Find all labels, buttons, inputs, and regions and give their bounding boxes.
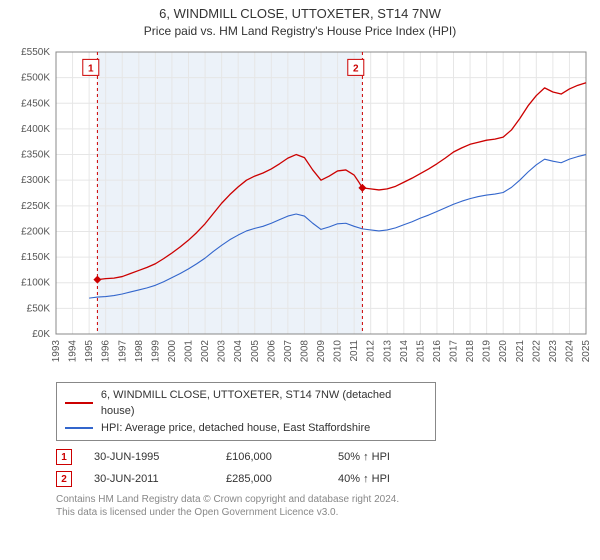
- svg-text:£150K: £150K: [21, 252, 50, 263]
- svg-text:2007: 2007: [283, 339, 294, 362]
- svg-text:2010: 2010: [333, 339, 344, 362]
- svg-text:2014: 2014: [399, 339, 410, 362]
- svg-text:£100K: £100K: [21, 277, 50, 288]
- svg-text:1: 1: [88, 63, 94, 74]
- svg-text:2023: 2023: [548, 339, 559, 362]
- svg-text:2019: 2019: [482, 339, 493, 362]
- svg-text:2016: 2016: [432, 339, 443, 362]
- sale-date: 30-JUN-1995: [94, 451, 204, 463]
- legend-label: HPI: Average price, detached house, East…: [101, 420, 370, 437]
- svg-text:2024: 2024: [564, 339, 575, 362]
- chart-container: 6, WINDMILL CLOSE, UTTOXETER, ST14 7NW P…: [0, 0, 600, 560]
- chart-area: £0K £50K £100K £150K £200K £250K £300K £350K £40…: [10, 44, 590, 374]
- legend-swatch: [65, 402, 93, 404]
- svg-text:2001: 2001: [184, 339, 195, 362]
- svg-text:£200K: £200K: [21, 226, 50, 237]
- sale-marker-badge: 2: [56, 471, 72, 487]
- sale-marker-row: 2 30-JUN-2011 £285,000 40% ↑ HPI: [56, 471, 590, 487]
- svg-text:1999: 1999: [150, 339, 161, 362]
- legend-row: HPI: Average price, detached house, East…: [65, 420, 427, 437]
- svg-text:2011: 2011: [349, 339, 360, 361]
- svg-text:2013: 2013: [382, 339, 393, 362]
- svg-text:2003: 2003: [217, 339, 228, 362]
- svg-text:2006: 2006: [266, 339, 277, 362]
- svg-text:1995: 1995: [84, 339, 95, 362]
- footer-line: This data is licensed under the Open Gov…: [56, 506, 590, 519]
- legend-swatch: [65, 427, 93, 429]
- svg-text:£550K: £550K: [21, 47, 50, 58]
- sale-vs-hpi: 40% ↑ HPI: [338, 473, 390, 485]
- svg-text:2017: 2017: [449, 339, 460, 362]
- svg-text:£450K: £450K: [21, 98, 50, 109]
- svg-text:£350K: £350K: [21, 149, 50, 160]
- svg-text:2021: 2021: [515, 339, 526, 362]
- chart-title: 6, WINDMILL CLOSE, UTTOXETER, ST14 7NW: [10, 6, 590, 22]
- sale-price: £285,000: [226, 473, 316, 485]
- svg-text:2015: 2015: [415, 339, 426, 362]
- sale-date: 30-JUN-2011: [94, 473, 204, 485]
- svg-text:2020: 2020: [498, 339, 509, 362]
- svg-text:1997: 1997: [117, 339, 128, 362]
- svg-text:£0K: £0K: [32, 329, 50, 340]
- legend-row: 6, WINDMILL CLOSE, UTTOXETER, ST14 7NW (…: [65, 387, 427, 420]
- sale-marker-badge: 1: [56, 449, 72, 465]
- svg-text:2012: 2012: [366, 339, 377, 362]
- sale-vs-hpi: 50% ↑ HPI: [338, 451, 390, 463]
- footer-attribution: Contains HM Land Registry data © Crown c…: [56, 493, 590, 519]
- chart-subtitle: Price paid vs. HM Land Registry's House …: [10, 24, 590, 38]
- svg-text:1994: 1994: [68, 339, 79, 362]
- line-chart-svg: £0K £50K £100K £150K £200K £250K £300K £350K £40…: [10, 44, 590, 374]
- svg-text:£50K: £50K: [27, 303, 51, 314]
- svg-text:2005: 2005: [250, 339, 261, 362]
- legend: 6, WINDMILL CLOSE, UTTOXETER, ST14 7NW (…: [56, 382, 436, 442]
- legend-label: 6, WINDMILL CLOSE, UTTOXETER, ST14 7NW (…: [101, 387, 427, 420]
- footer-line: Contains HM Land Registry data © Crown c…: [56, 493, 590, 506]
- sale-price: £106,000: [226, 451, 316, 463]
- svg-text:1998: 1998: [134, 339, 145, 362]
- sale-marker-row: 1 30-JUN-1995 £106,000 50% ↑ HPI: [56, 449, 590, 465]
- svg-text:2002: 2002: [200, 339, 211, 362]
- sale-markers-table: 1 30-JUN-1995 £106,000 50% ↑ HPI 2 30-JUN-201…: [56, 449, 590, 487]
- svg-text:1993: 1993: [51, 339, 62, 362]
- svg-text:2: 2: [353, 63, 359, 74]
- svg-text:2018: 2018: [465, 339, 476, 362]
- svg-text:£300K: £300K: [21, 175, 50, 186]
- svg-text:£400K: £400K: [21, 124, 50, 135]
- svg-text:2025: 2025: [581, 339, 590, 362]
- svg-text:£500K: £500K: [21, 72, 50, 83]
- svg-text:2022: 2022: [531, 339, 542, 362]
- svg-text:2008: 2008: [299, 339, 310, 362]
- svg-text:1996: 1996: [101, 339, 112, 362]
- svg-text:2009: 2009: [316, 339, 327, 362]
- svg-text:2004: 2004: [233, 339, 244, 362]
- svg-text:2000: 2000: [167, 339, 178, 362]
- svg-text:£250K: £250K: [21, 200, 50, 211]
